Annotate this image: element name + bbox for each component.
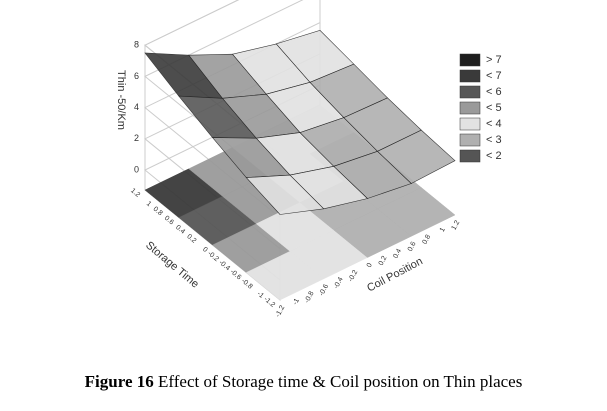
legend-label: < 4 <box>486 118 502 130</box>
z-tick-label: 6 <box>134 71 139 81</box>
y-tick-label: 0 <box>201 246 209 254</box>
x-tick-label: -0.8 <box>304 290 316 304</box>
y-tick-label: -1 <box>256 290 265 299</box>
z-tick-label: 2 <box>134 133 139 143</box>
y-axis-label: Storage Time <box>143 239 201 290</box>
legend-label: < 6 <box>486 86 502 98</box>
legend-label: > 7 <box>486 54 502 66</box>
legend-swatch <box>459 133 481 147</box>
y-tick-label: -0.6 <box>229 268 243 281</box>
legend-swatch <box>459 117 481 131</box>
x-tick-label: -0.6 <box>318 283 330 297</box>
y-tick-label: 0.4 <box>174 224 186 236</box>
legend-swatch <box>459 85 481 99</box>
x-tick-label: 0.2 <box>378 255 389 267</box>
x-axis-label: Coil Position <box>365 255 425 294</box>
legend-label: < 5 <box>486 102 502 114</box>
z-tick-label: 8 <box>134 40 139 50</box>
legend-swatch <box>459 69 481 83</box>
z-axis-label: Thin -50/Km <box>115 70 127 130</box>
z-tick-label: 0 <box>134 164 139 174</box>
x-tick-label: -0.4 <box>333 276 345 290</box>
legend-swatch <box>459 53 481 67</box>
caption-text: Effect of Storage time & Coil position o… <box>158 372 523 391</box>
y-tick-label: 0.8 <box>152 206 164 218</box>
y-tick-label: -0.4 <box>217 259 231 272</box>
x-tick-label: 0.8 <box>421 234 432 246</box>
x-tick-label: -0.2 <box>347 269 359 283</box>
caption-label: Figure 16 <box>84 372 154 391</box>
x-tick-label: 0.6 <box>407 241 418 253</box>
legend-label: < 7 <box>486 70 502 82</box>
y-tick-label: 1 <box>145 200 153 208</box>
x-tick-label: 0.4 <box>392 248 403 260</box>
legend-swatch <box>459 149 481 163</box>
surface-cell <box>376 129 456 184</box>
x-tick-label: 1.2 <box>451 219 462 231</box>
y-tick-label: 1.2 <box>129 187 141 199</box>
floor-cell <box>377 187 456 237</box>
legend-label: < 3 <box>486 134 502 146</box>
caption: Figure 16 Effect of Storage time & Coil … <box>0 372 607 392</box>
x-tick-label: -1 <box>292 297 301 306</box>
z-tick-label: 4 <box>134 102 139 112</box>
legend-label: < 2 <box>486 150 502 162</box>
y-tick-label: -0.2 <box>206 250 220 263</box>
y-tick-label: 0.2 <box>185 233 197 245</box>
x-tick-label: 0 <box>366 262 374 269</box>
y-tick-label: -1.2 <box>262 296 276 309</box>
x-tick-label: 1 <box>439 227 447 234</box>
legend-swatch <box>459 101 481 115</box>
x-tick-label: -1.2 <box>275 304 287 318</box>
y-tick-label: -0.8 <box>240 277 254 290</box>
y-tick-label: 0.6 <box>163 215 175 227</box>
